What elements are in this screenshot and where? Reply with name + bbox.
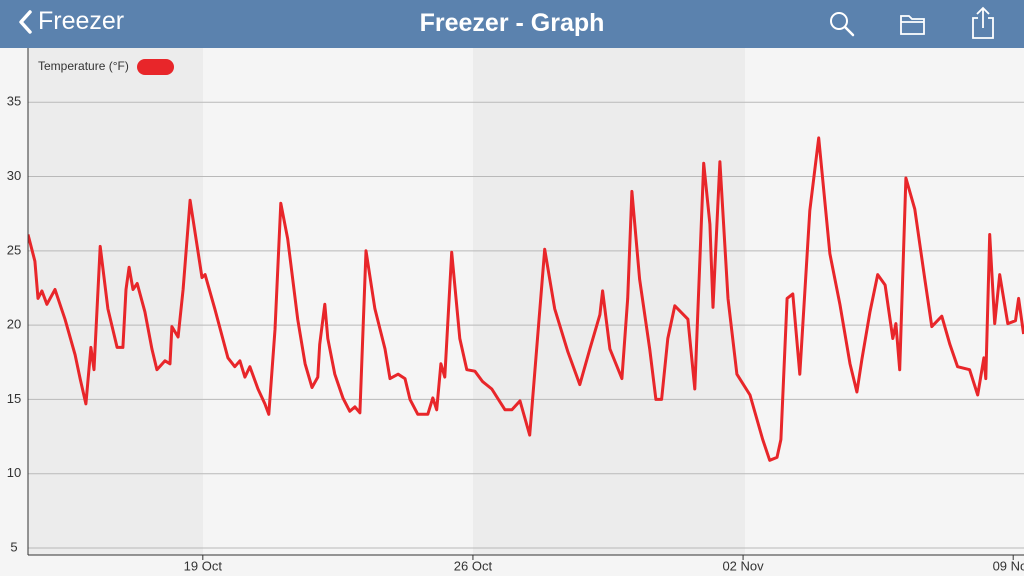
share-icon[interactable] (969, 6, 997, 40)
legend-swatch (137, 59, 174, 75)
legend: Temperature (°F) (38, 59, 174, 75)
y-tick-label: 10 (7, 465, 21, 480)
y-tick-label: 35 (7, 94, 21, 109)
temperature-line (28, 136, 1024, 462)
x-tick-label: 02 Nov (722, 558, 764, 573)
legend-label: Temperature (°F) (38, 59, 129, 73)
x-tick-label: 26 Oct (454, 558, 493, 573)
back-label: Freezer (38, 7, 125, 35)
y-tick-label: 30 (7, 168, 21, 183)
search-icon[interactable] (828, 10, 856, 38)
folder-icon[interactable] (899, 12, 927, 36)
y-tick-label: 20 (7, 317, 21, 332)
nav-bar: Freezer Freezer - Graph (0, 0, 1024, 48)
y-tick-label: 25 (7, 242, 21, 257)
back-button[interactable]: Freezer (18, 7, 124, 36)
nav-title: Freezer - Graph (419, 9, 605, 37)
week-band (28, 48, 203, 555)
back-chevron (19, 9, 32, 34)
x-tick-label: 09 Nov (993, 558, 1024, 573)
x-tick-label: 19 Oct (184, 558, 223, 573)
y-tick-label: 15 (7, 391, 21, 406)
chart: 5 10 15 20 25 30 35 19 Oct 26 Oct 02 Nov 09 Nov Te… (7, 48, 1024, 573)
y-tick-label: 5 (10, 539, 17, 554)
week-band (473, 48, 745, 555)
